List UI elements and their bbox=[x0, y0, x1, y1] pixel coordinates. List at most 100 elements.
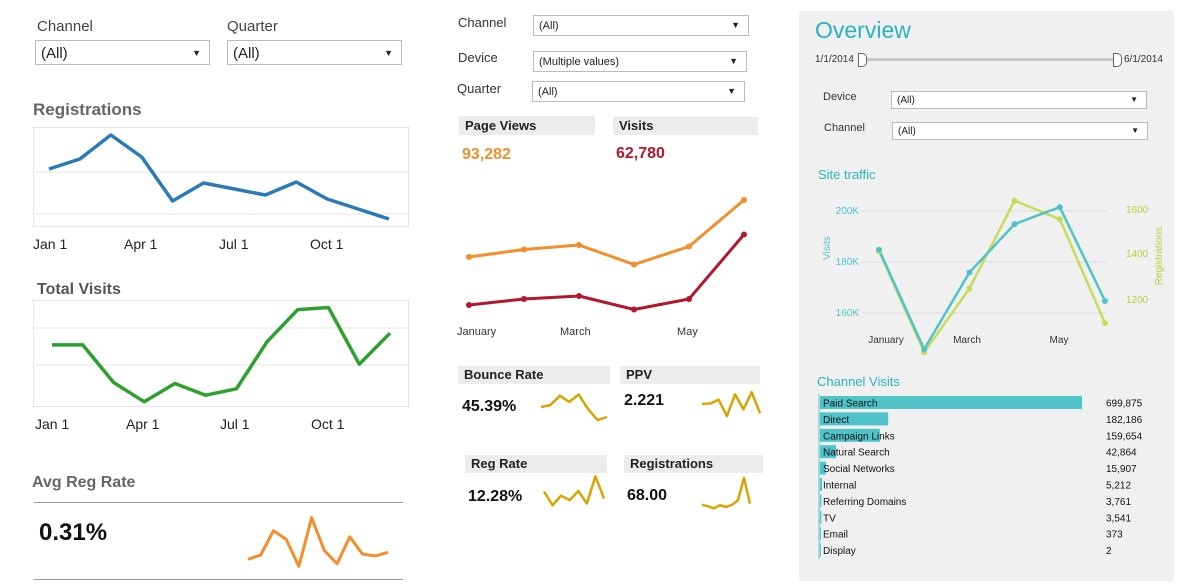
visits-point bbox=[741, 231, 747, 238]
left-tick: 200K bbox=[836, 206, 860, 217]
channel-filter-label: Channel bbox=[37, 18, 93, 35]
x-tick: Apr 1 bbox=[126, 416, 160, 432]
slider-end-label: 6/1/2014 bbox=[1124, 54, 1163, 65]
right-axis-label: Registrations bbox=[1154, 227, 1165, 285]
channel-visits-bar bbox=[820, 494, 822, 508]
site-traffic-visits-point bbox=[966, 269, 973, 276]
visits-point bbox=[686, 296, 692, 302]
overview-title: Overview bbox=[815, 17, 911, 43]
visits-value: 62,780 bbox=[616, 145, 665, 162]
page-views-point bbox=[686, 243, 692, 250]
channel-visits-category-label: TV bbox=[823, 513, 836, 524]
avg-reg-rate-sparkline-line bbox=[247, 516, 389, 568]
channel-filter-label: Channel bbox=[824, 122, 865, 134]
ppv-value: 2.221 bbox=[624, 392, 665, 409]
quarter-filter-label: Quarter bbox=[227, 18, 278, 35]
site-traffic-registrations-points bbox=[876, 197, 1108, 355]
page-views-point bbox=[576, 242, 582, 248]
site-traffic-title: Site traffic bbox=[818, 167, 876, 182]
total-visits-chart-frame bbox=[33, 300, 409, 407]
channel-visits-bar bbox=[820, 461, 826, 475]
right-tick: 1400 bbox=[1126, 249, 1149, 260]
visits-points bbox=[466, 231, 747, 313]
x-tick: Apr 1 bbox=[124, 236, 158, 252]
registrations-sparkline-line bbox=[701, 476, 752, 510]
page-views-visits-chart bbox=[466, 197, 747, 313]
bounce-rate-label: Bounce Rate bbox=[458, 366, 610, 384]
x-tick: May bbox=[677, 326, 698, 338]
visits-point bbox=[631, 306, 637, 313]
ppv-sparkline bbox=[701, 390, 762, 418]
channel-visits-value-label: 15,907 bbox=[1106, 464, 1137, 475]
registrations-sparkline bbox=[701, 476, 752, 510]
channel-dropdown[interactable]: (All) ▼ bbox=[35, 40, 210, 65]
page-views-point bbox=[741, 197, 747, 203]
channel-dropdown-value: (All) bbox=[41, 45, 68, 62]
channel-filter-label: Channel bbox=[458, 15, 507, 30]
site-traffic-registrations-point bbox=[1102, 320, 1108, 327]
channel-visits-category-label: Paid Search bbox=[823, 399, 877, 410]
x-tick: January bbox=[868, 335, 904, 346]
avg-reg-rate-sparkline bbox=[247, 516, 389, 568]
x-tick: Jan 1 bbox=[33, 236, 68, 252]
site-traffic-visits-point bbox=[1011, 221, 1018, 228]
registrations-series-line bbox=[48, 133, 390, 221]
device-filter-label: Device bbox=[458, 50, 498, 65]
x-tick: Oct 1 bbox=[310, 236, 344, 252]
ppv-label: PPV bbox=[620, 366, 760, 384]
channel-visits-categories: Paid Search Direct Campaign Links Natural S… bbox=[823, 399, 906, 558]
channel-visits-bar bbox=[820, 527, 821, 541]
channel-visits-value-label: 699,875 bbox=[1106, 399, 1143, 410]
total-visits-chart bbox=[33, 300, 409, 407]
channel-visits-value-label: 5,212 bbox=[1106, 481, 1131, 492]
channel-visits-category-label: Internal bbox=[823, 481, 856, 492]
site-traffic-visits-point bbox=[1056, 204, 1063, 211]
visits-point bbox=[466, 302, 472, 308]
avg-reg-rate-value: 0.31% bbox=[39, 519, 108, 546]
left-axis-label: Visits bbox=[822, 236, 833, 260]
date-range-slider-track[interactable] bbox=[862, 58, 1117, 61]
site-traffic-visits-point bbox=[921, 346, 928, 353]
site-traffic-registrations-point bbox=[966, 285, 973, 292]
bounce-rate-sparkline bbox=[540, 393, 608, 422]
channel-visits-category-label: Direct bbox=[823, 415, 849, 426]
visits-label: Visits bbox=[613, 117, 758, 135]
page-views-series-line bbox=[468, 198, 745, 266]
total-visits-series-line bbox=[52, 305, 392, 404]
slider-end-handle[interactable] bbox=[1113, 53, 1122, 67]
page-views-value: 93,282 bbox=[462, 146, 511, 163]
quarter-dropdown[interactable]: (All) ▼ bbox=[227, 40, 402, 65]
quarter-filter-label: Quarter bbox=[457, 81, 502, 96]
channel-visits-bar bbox=[820, 543, 821, 557]
slider-start-handle[interactable] bbox=[858, 53, 867, 67]
chevron-down-icon: ▼ bbox=[192, 48, 201, 58]
page-views-points bbox=[466, 197, 747, 268]
site-traffic-chart: 200K 180K 160K 1600 1400 1200 Visits Reg… bbox=[822, 197, 1165, 355]
device-dropdown[interactable]: (All) ▼ bbox=[891, 91, 1147, 109]
channel-visits-bar bbox=[820, 428, 880, 442]
channel-visits-category-label: Natural Search bbox=[823, 448, 890, 459]
divider bbox=[34, 502, 403, 503]
channel-visits-title: Channel Visits bbox=[817, 374, 900, 389]
page-views-point bbox=[631, 261, 637, 268]
quarter-dropdown[interactable]: (All) ▼ bbox=[532, 81, 745, 102]
channel-visits-category-label: Display bbox=[823, 546, 856, 557]
reg-rate-sparkline bbox=[542, 475, 606, 507]
channel-visits-category-label: Email bbox=[823, 530, 848, 541]
site-traffic-visits-line bbox=[877, 205, 1107, 351]
channel-visits-category-label: Referring Domains bbox=[823, 497, 906, 508]
bounce-rate-value: 45.39% bbox=[462, 398, 517, 415]
bounce-rate-sparkline-line bbox=[540, 393, 608, 422]
registrations-kpi-label: Registrations bbox=[624, 455, 763, 473]
channel-visits-bar bbox=[820, 510, 822, 524]
site-traffic-visits-point bbox=[876, 246, 882, 253]
x-tick: March bbox=[953, 335, 981, 346]
channel-dropdown[interactable]: (All) ▼ bbox=[533, 15, 749, 36]
x-tick: May bbox=[1050, 335, 1069, 346]
device-dropdown[interactable]: (Multiple values) ▼ bbox=[533, 51, 747, 72]
x-tick: March bbox=[560, 326, 591, 338]
channel-visits-bar bbox=[820, 478, 822, 491]
channel-dropdown-value: (All) bbox=[539, 20, 559, 32]
registrations-chart-frame bbox=[33, 127, 409, 227]
channel-dropdown[interactable]: (All) ▼ bbox=[892, 122, 1148, 140]
